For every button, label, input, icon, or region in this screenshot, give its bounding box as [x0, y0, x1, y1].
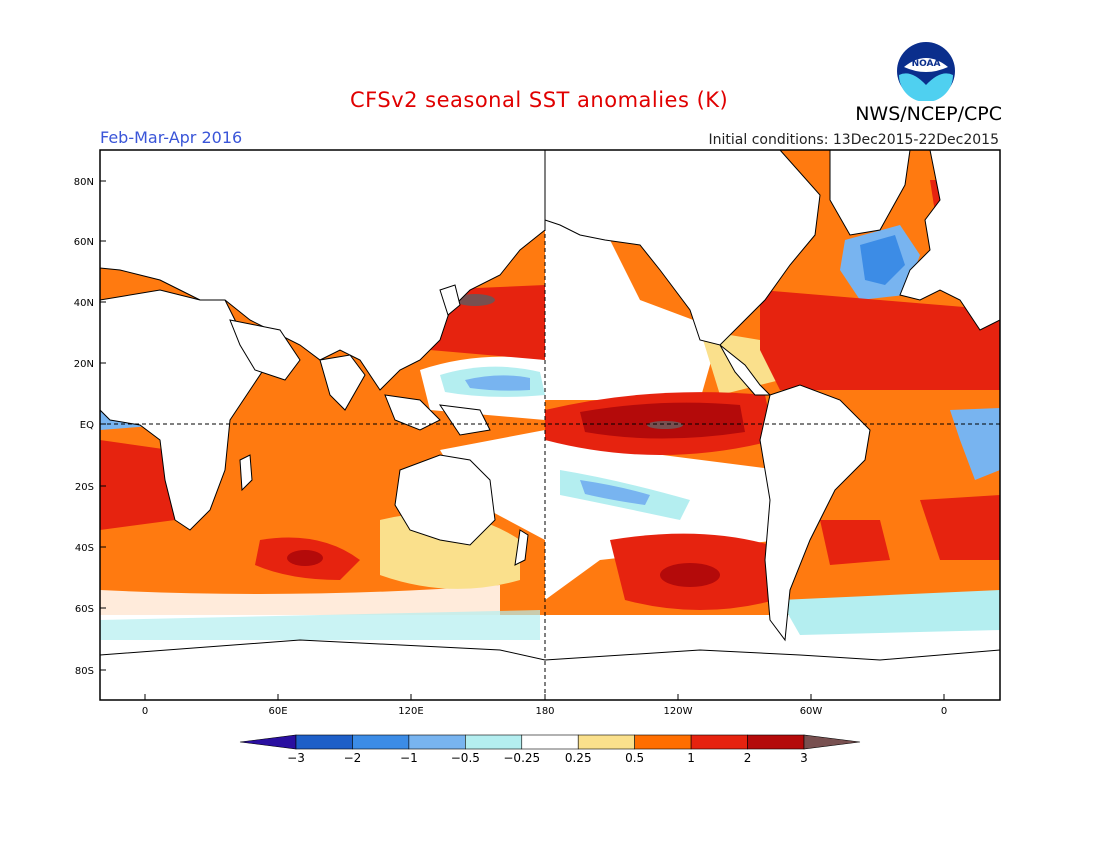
- antarctica: [100, 639, 1000, 700]
- colorbar: −3 −2 −1 −0.5 −0.25 0.25 0.5 1 2 3: [239, 734, 861, 765]
- lat-tick-label: EQ: [80, 420, 94, 431]
- map-frame: [99, 149, 1001, 701]
- agency-label: NWS/NCEP/CPC: [855, 103, 1002, 125]
- lat-tick-label: 20S: [75, 482, 94, 493]
- colorbar-label: 0.25: [565, 751, 592, 765]
- colorbar-max-triangle: [803, 734, 861, 750]
- lon-tick-label: 180: [535, 706, 554, 717]
- colorbar-label: 2: [744, 751, 752, 765]
- lon-tick-label: 0: [142, 706, 148, 717]
- colorbar-min-triangle: [239, 734, 297, 750]
- lon-tick-label: 120W: [664, 706, 693, 717]
- lat-tick-label: 40S: [75, 543, 94, 554]
- colorbar-label: −3: [287, 751, 305, 765]
- season-label: Feb-Mar-Apr 2016: [100, 128, 243, 147]
- south-america: [759, 384, 871, 642]
- noaa-logo: NOAA: [897, 42, 955, 101]
- colorbar-segment: [352, 734, 410, 750]
- colorbar-label: −2: [344, 751, 362, 765]
- map-title: CFSv2 seasonal SST anomalies (K): [350, 88, 729, 112]
- lon-tick-label: 60W: [800, 706, 823, 717]
- colorbar-segment: [408, 734, 466, 750]
- lat-tick-label: 80S: [75, 666, 94, 677]
- colorbar-label: 1: [687, 751, 695, 765]
- colorbar-segment: [690, 734, 748, 750]
- colorbar-segment: [747, 734, 805, 750]
- colorbar-segment: [577, 734, 635, 750]
- colorbar-label: −0.25: [503, 751, 540, 765]
- lat-tick-label: 40N: [74, 298, 94, 309]
- latitude-ticks: 80N 60N 40N 20N EQ 20S 40S 60S 80S: [74, 177, 106, 677]
- eurasia: [100, 150, 546, 391]
- greenland: [829, 150, 911, 236]
- colorbar-label: 3: [800, 751, 808, 765]
- initial-conditions: Initial conditions: 13Dec2015-22Dec2015: [708, 132, 1000, 148]
- colorbar-label: −1: [400, 751, 418, 765]
- lat-tick-label: 60N: [74, 237, 94, 248]
- logo-text: NOAA: [912, 59, 941, 69]
- colorbar-label: 0.5: [625, 751, 644, 765]
- longitude-ticks: 0 60E 120E 180 120W 60W 0: [142, 694, 947, 717]
- europe-east-edge: [899, 150, 1000, 331]
- lon-tick-label: 60E: [268, 706, 287, 717]
- australia: [394, 454, 496, 546]
- lon-tick-label: 0: [941, 706, 947, 717]
- colorbar-segment: [465, 734, 523, 750]
- colorbar-segment: [521, 734, 579, 750]
- lat-tick-label: 60S: [75, 604, 94, 615]
- colorbar-segment: [295, 734, 353, 750]
- colorbar-label: −0.5: [451, 751, 480, 765]
- africa: [100, 289, 271, 531]
- north-america: [544, 150, 821, 346]
- lat-tick-label: 80N: [74, 177, 94, 188]
- lat-tick-label: 20N: [74, 359, 94, 370]
- continents: [100, 150, 1000, 700]
- lon-tick-label: 120E: [398, 706, 423, 717]
- colorbar-segment: [634, 734, 692, 750]
